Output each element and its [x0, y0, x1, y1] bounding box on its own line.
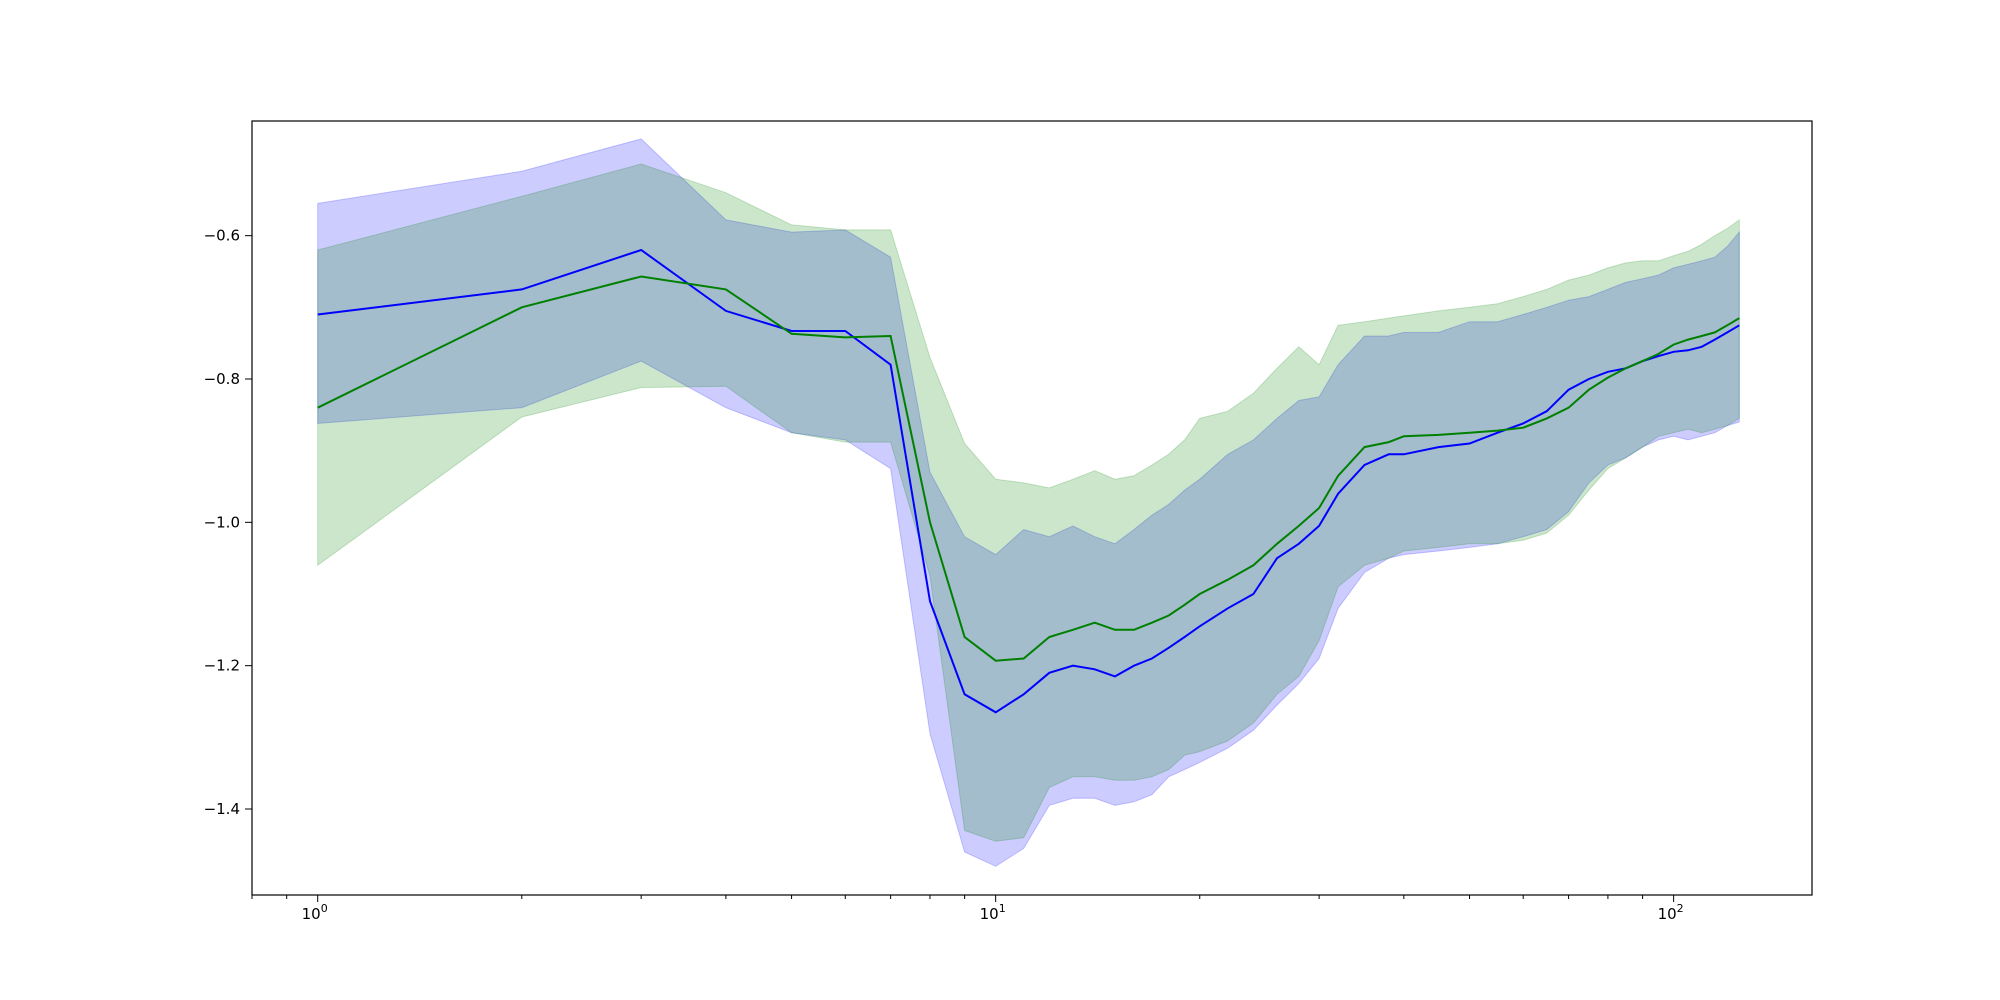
series-1-band — [317, 138, 1740, 867]
confidence-bands — [317, 138, 1740, 867]
y-tick-label: −1.0 — [204, 513, 240, 531]
y-tick-label: −0.8 — [204, 370, 240, 388]
y-axis: −0.6 −0.8 −1.0 −1.2 −1.4 — [204, 227, 252, 818]
y-tick-label: −1.4 — [204, 800, 240, 818]
series-lines — [317, 248, 1740, 714]
x-tick-label: 102 — [1658, 902, 1684, 923]
series-2-line — [317, 275, 1740, 662]
plot-frame — [251, 120, 1813, 896]
y-tick-label: −1.2 — [204, 657, 240, 675]
x-tick-label: 101 — [980, 902, 1006, 923]
series-2-band — [317, 163, 1740, 842]
x-tick-label: 100 — [302, 902, 328, 923]
x-axis: 100 101 102 — [251, 895, 1684, 923]
y-tick-label: −0.6 — [204, 227, 240, 245]
